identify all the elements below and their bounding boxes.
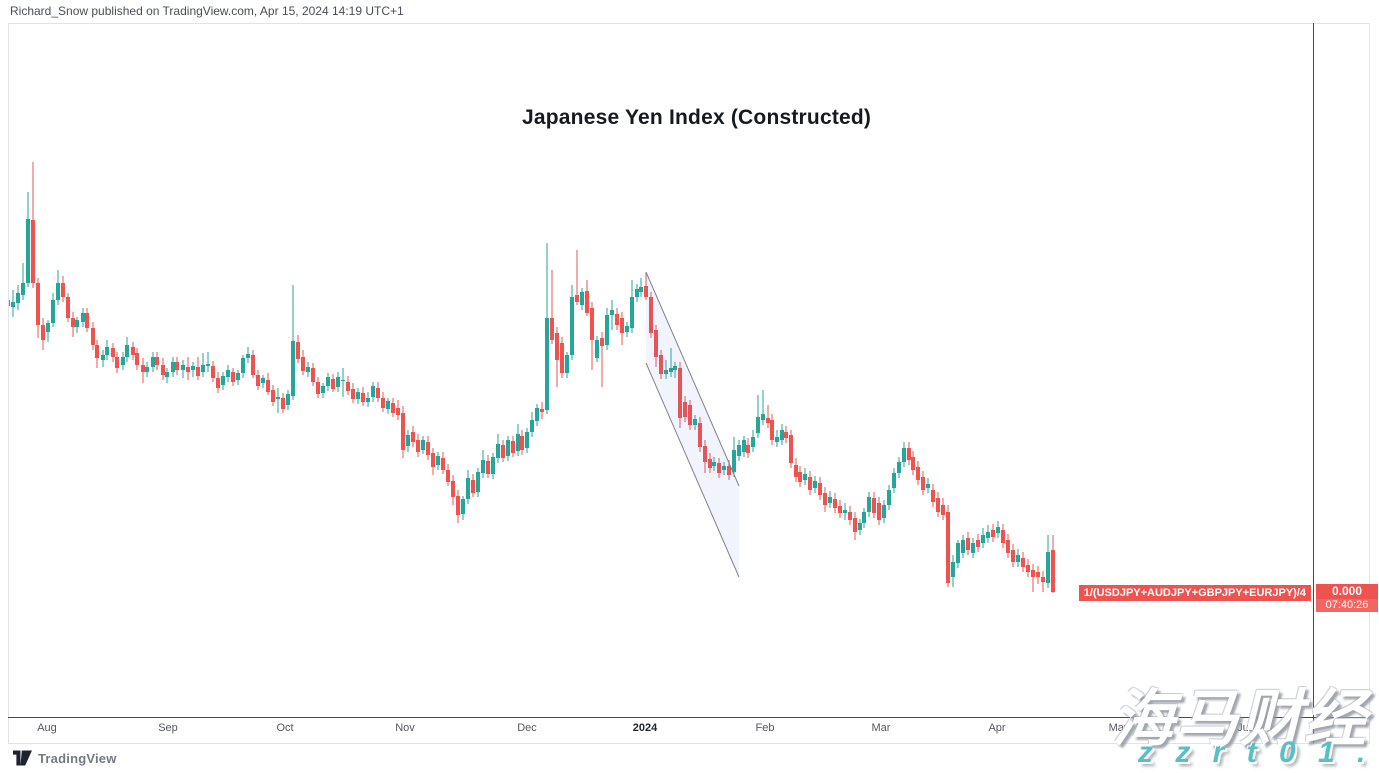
tradingview-wordmark: TradingView: [38, 750, 117, 766]
panel-border-left: [8, 23, 9, 743]
watermark-cjk-text: 海马财经: [1112, 685, 1369, 754]
time-tick-mar: Mar: [871, 722, 891, 734]
tradingview-logo-link[interactable]: TradingView: [13, 750, 117, 766]
time-tick-apr: Apr: [988, 722, 1006, 734]
watermark-url-text: z z r t 0 1 . c n: [1138, 736, 1379, 769]
last-price-value: 0.000: [1316, 584, 1378, 599]
candlestick-series: [9, 162, 1055, 593]
last-price-axis-label: 0.000 07:40:26: [1316, 584, 1378, 612]
time-tick-dec: Dec: [517, 722, 537, 734]
tradingview-icon: [13, 750, 32, 766]
chart-title: Japanese Yen Index (Constructed): [522, 106, 872, 129]
time-tick-jun: Jun: [1237, 722, 1255, 734]
time-tick-may: May: [1108, 722, 1130, 734]
bar-countdown: 07:40:26: [1316, 599, 1378, 612]
time-tick-sep: Sep: [158, 722, 178, 734]
time-tick-nov: Nov: [395, 722, 415, 734]
time-tick-feb: Feb: [755, 722, 775, 734]
descending-channel-drawing: [645, 271, 740, 578]
series-price-flag: 1/(USDJPY+AUDJPY+GBPJPY+EURJPY)/4: [1078, 585, 1311, 601]
panel-border-top: [8, 23, 1370, 24]
time-tick-aug: Aug: [37, 722, 57, 734]
panel-border-bottom: [8, 743, 1370, 744]
attribution-link[interactable]: Richard_Snow published on TradingView.co…: [10, 4, 404, 18]
price-axis-separator: [1313, 23, 1314, 743]
time-axis-separator: [8, 717, 1369, 718]
panel-border-right: [1369, 23, 1370, 743]
time-tick-oct: Oct: [276, 722, 294, 734]
time-tick-2024: 2024: [632, 722, 658, 734]
